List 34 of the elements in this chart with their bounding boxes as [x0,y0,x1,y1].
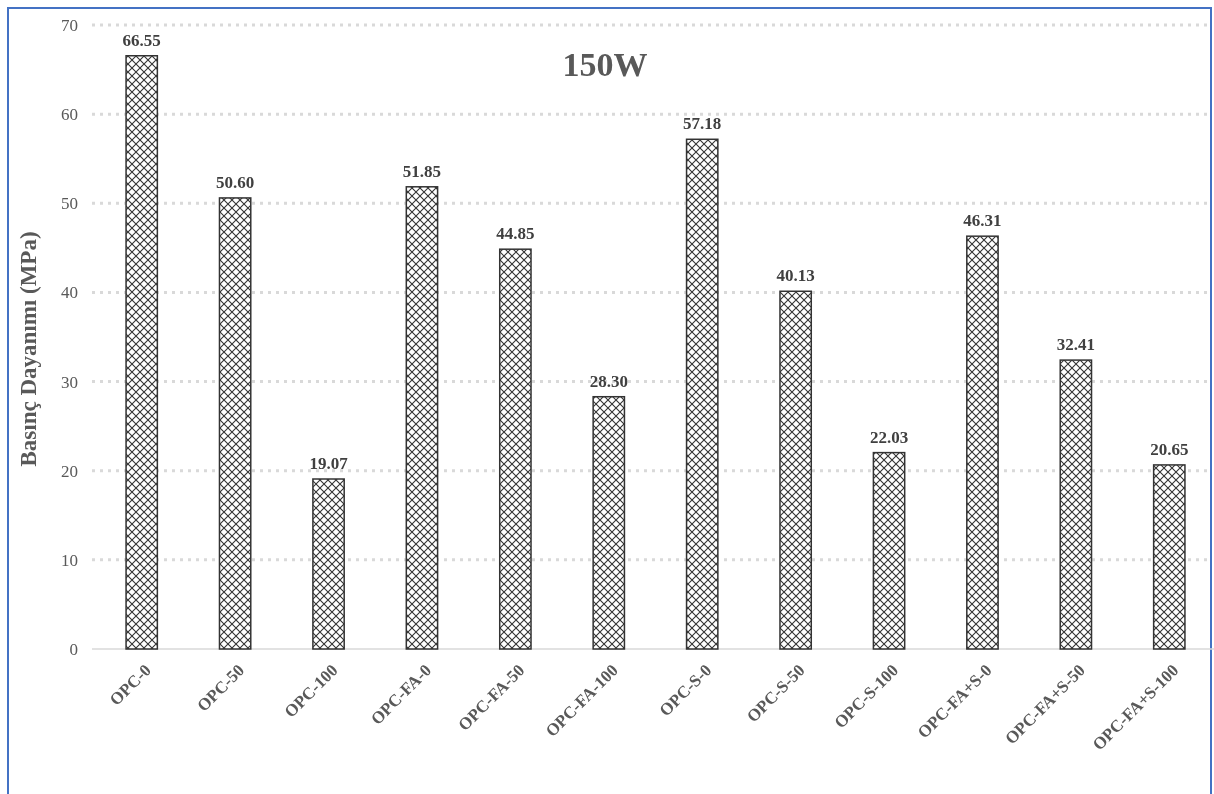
bar [498,248,532,650]
y-tick-label: 20 [61,461,78,481]
data-label: 22.03 [869,427,909,447]
bar [125,55,159,650]
data-label: 28.30 [589,371,628,391]
y-tick-label: 0 [69,639,78,659]
y-axis-title: Basınç Dayanımı (MPa) [16,231,41,467]
data-label: 44.85 [496,224,535,244]
bar [872,451,906,650]
text: 150W [562,46,648,83]
bar [966,235,999,650]
bar [218,197,252,650]
y-tick-label: 60 [61,105,78,125]
y-tick-label: 70 [61,15,78,35]
data-label: 46.31 [963,211,1002,231]
bar [1059,359,1093,650]
bar [405,186,439,650]
y-tick-label: 50 [61,194,78,214]
data-label: 32.41 [1056,335,1095,355]
bar [685,138,719,650]
y-tick-label: 40 [61,283,78,303]
y-tick-label: 10 [61,550,78,570]
y-tick-label: 30 [61,372,78,392]
data-label: 40.13 [776,266,815,286]
data-label: 51.85 [402,161,442,181]
bar [1152,464,1186,650]
data-label: 57.18 [683,114,722,134]
bar [592,395,626,650]
bar [312,478,345,650]
data-label: 66.55 [122,30,161,50]
data-label: 50.60 [216,172,255,192]
data-label: 19.07 [309,454,349,473]
bar [779,290,813,650]
data-label: 20.65 [1150,439,1189,459]
